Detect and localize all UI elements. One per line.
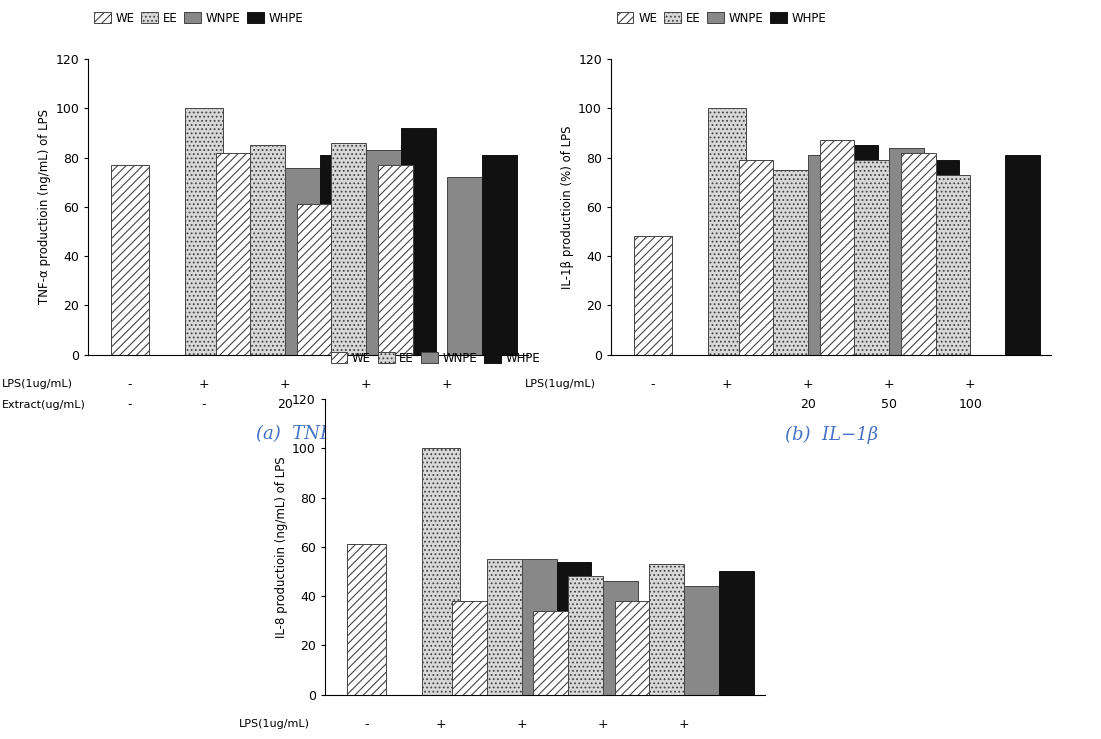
- Bar: [401, 128, 436, 355]
- Text: 20: 20: [277, 398, 293, 412]
- Text: LPS(1ug/mL): LPS(1ug/mL): [239, 719, 309, 729]
- Bar: [603, 582, 637, 695]
- Legend: WE, EE, WNPE, WHPE: WE, EE, WNPE, WHPE: [330, 352, 541, 365]
- Text: -: -: [128, 378, 132, 391]
- Bar: [634, 236, 672, 355]
- Text: LPS(1ug/mL): LPS(1ug/mL): [525, 379, 596, 389]
- Text: +: +: [361, 378, 371, 391]
- Bar: [719, 571, 753, 695]
- Text: 100: 100: [435, 398, 459, 412]
- Bar: [250, 146, 285, 355]
- Bar: [901, 153, 936, 355]
- Bar: [482, 155, 516, 355]
- Y-axis label: TNF-α productioin (ng/mL) of LPS: TNF-α productioin (ng/mL) of LPS: [39, 109, 51, 304]
- Text: (b)  IL−1β: (b) IL−1β: [785, 426, 877, 443]
- Bar: [216, 153, 250, 355]
- Text: +: +: [721, 378, 732, 391]
- Bar: [557, 562, 591, 695]
- Bar: [348, 545, 385, 695]
- Text: 100: 100: [958, 398, 982, 412]
- Text: Extract(ug/mL): Extract(ug/mL): [2, 400, 86, 410]
- Bar: [739, 160, 773, 355]
- Text: +: +: [803, 378, 814, 391]
- Bar: [684, 586, 719, 695]
- Bar: [1005, 155, 1039, 355]
- Text: Extract(ug/mL): Extract(ug/mL): [525, 400, 609, 410]
- Bar: [854, 160, 890, 355]
- Bar: [320, 155, 355, 355]
- Bar: [843, 146, 877, 355]
- Bar: [533, 611, 568, 695]
- Bar: [637, 608, 673, 695]
- Bar: [650, 564, 684, 695]
- Bar: [111, 165, 149, 355]
- Y-axis label: IL-8 productioin (ng/mL) of LPS: IL-8 productioin (ng/mL) of LPS: [275, 456, 287, 638]
- Y-axis label: IL-1β productioin (%) of LPS: IL-1β productioin (%) of LPS: [562, 125, 574, 289]
- Bar: [487, 559, 522, 695]
- Bar: [568, 576, 603, 695]
- Text: -: -: [651, 398, 655, 412]
- Bar: [808, 155, 843, 355]
- Bar: [296, 205, 331, 355]
- Bar: [614, 601, 650, 695]
- Bar: [331, 143, 367, 355]
- Text: (a)  TNF−α: (a) TNF−α: [257, 426, 360, 443]
- Legend: WE, EE, WNPE, WHPE: WE, EE, WNPE, WHPE: [617, 12, 827, 25]
- Bar: [936, 175, 970, 355]
- Text: -: -: [651, 378, 655, 391]
- Bar: [367, 150, 401, 355]
- Bar: [378, 165, 413, 355]
- Text: +: +: [198, 378, 209, 391]
- Text: +: +: [280, 378, 291, 391]
- Bar: [422, 449, 460, 695]
- Text: +: +: [598, 718, 608, 731]
- Bar: [185, 109, 224, 355]
- Bar: [285, 168, 320, 355]
- Text: +: +: [964, 378, 975, 391]
- Bar: [924, 160, 959, 355]
- Bar: [453, 601, 487, 695]
- Text: -: -: [128, 398, 132, 412]
- Text: 50: 50: [358, 398, 374, 412]
- Bar: [773, 170, 808, 355]
- Text: +: +: [442, 378, 453, 391]
- Text: +: +: [516, 718, 527, 731]
- Text: -: -: [724, 398, 729, 412]
- Text: +: +: [678, 718, 689, 731]
- Text: 50: 50: [881, 398, 897, 412]
- Text: 20: 20: [800, 398, 816, 412]
- Text: +: +: [435, 718, 446, 731]
- Text: +: +: [884, 378, 894, 391]
- Legend: WE, EE, WNPE, WHPE: WE, EE, WNPE, WHPE: [94, 12, 304, 25]
- Bar: [447, 177, 482, 355]
- Bar: [708, 109, 746, 355]
- Bar: [819, 140, 854, 355]
- Bar: [522, 559, 557, 695]
- Text: LPS(1ug/mL): LPS(1ug/mL): [2, 379, 73, 389]
- Bar: [890, 148, 924, 355]
- Text: -: -: [201, 398, 206, 412]
- Text: -: -: [364, 718, 369, 731]
